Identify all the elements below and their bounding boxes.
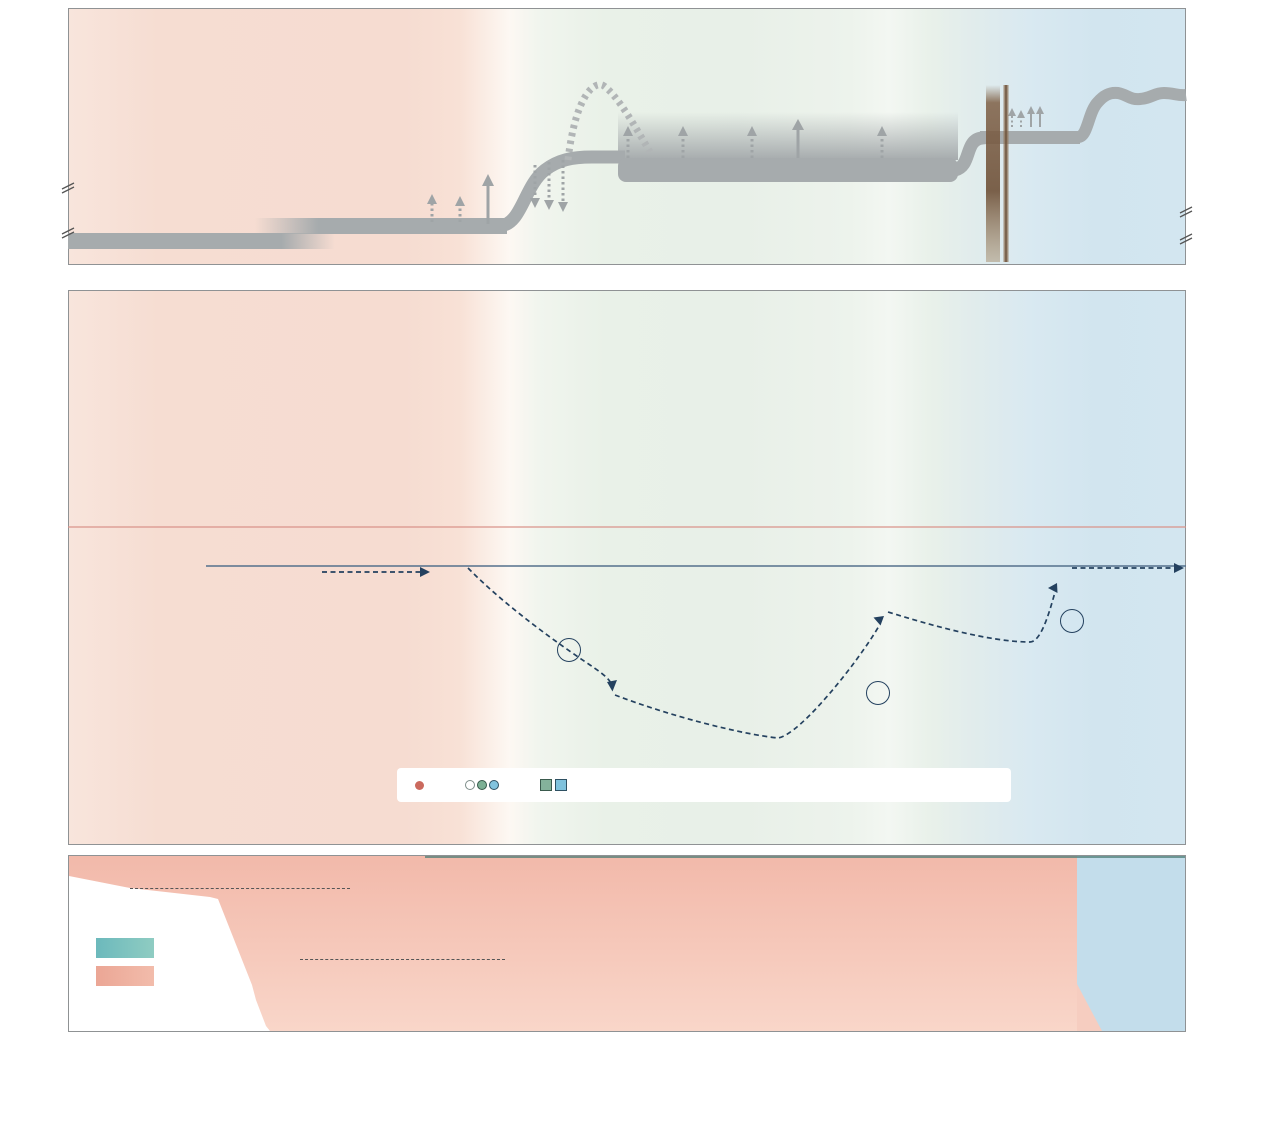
anoxic-wedge	[1077, 984, 1102, 1031]
oxic-ocean-region	[1077, 856, 1185, 1031]
evolution-dashed-path	[322, 567, 1174, 739]
panel-a-graphics	[61, 81, 1193, 262]
step-number-1	[557, 638, 581, 662]
po2-band-archean-low	[68, 233, 335, 249]
dashed-path-arrowheads	[420, 563, 1184, 692]
po2-goe-rise	[498, 150, 625, 233]
legend-item-d17o-study	[540, 779, 574, 791]
panel-b-legend	[397, 768, 1011, 802]
square-pair-icon	[540, 779, 567, 791]
step-number-3	[1060, 609, 1084, 633]
po2-whiff-dotted-hump	[564, 81, 654, 161]
mid-dashed-line	[300, 959, 505, 960]
panel-b-plot	[68, 290, 1186, 845]
panel-b-graphics	[68, 526, 1186, 739]
legend-item-d17o-literature	[465, 780, 506, 790]
po2-band-archean-mid	[255, 218, 507, 234]
circle-trio-icon	[465, 780, 499, 790]
step-number-2	[866, 681, 890, 705]
legend-item-d33s	[415, 780, 431, 790]
oxic-swatch	[96, 938, 154, 958]
shallow-dashed-line	[130, 888, 350, 889]
anoxic-swatch	[96, 966, 154, 986]
red-circle-icon	[415, 780, 424, 790]
axis-breaks	[61, 182, 1193, 245]
po2-noe-fuzz	[618, 112, 958, 160]
sturtian-band	[986, 85, 1000, 262]
panel-c-graphics	[69, 856, 1185, 1031]
no-data-region	[69, 876, 270, 1031]
po2-poe-rise	[1076, 86, 1187, 143]
flux-arrows	[427, 106, 1044, 224]
po2-noe-band	[618, 158, 958, 182]
